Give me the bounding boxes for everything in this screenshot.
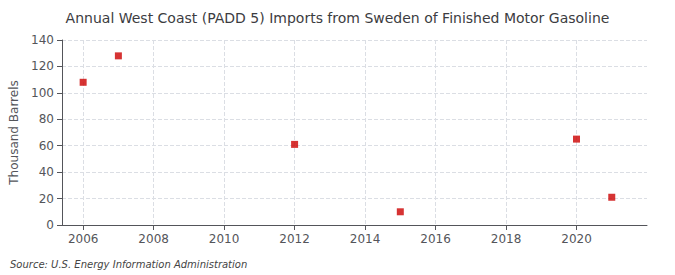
- svg-text:2020: 2020: [561, 232, 592, 246]
- svg-text:2018: 2018: [491, 232, 522, 246]
- svg-text:Annual West Coast (PADD 5) Imp: Annual West Coast (PADD 5) Imports from …: [66, 10, 610, 26]
- svg-text:80: 80: [39, 112, 54, 126]
- svg-text:40: 40: [39, 165, 54, 179]
- svg-text:2006: 2006: [68, 232, 99, 246]
- svg-text:0: 0: [46, 218, 54, 232]
- svg-text:2016: 2016: [420, 232, 451, 246]
- svg-text:20: 20: [39, 192, 54, 206]
- svg-text:2014: 2014: [350, 232, 381, 246]
- svg-text:2012: 2012: [279, 232, 310, 246]
- svg-text:100: 100: [31, 86, 54, 100]
- svg-text:2010: 2010: [209, 232, 240, 246]
- svg-text:Thousand Barrels: Thousand Barrels: [7, 80, 21, 185]
- svg-text:60: 60: [39, 139, 54, 153]
- svg-text:120: 120: [31, 59, 54, 73]
- svg-text:140: 140: [31, 33, 54, 47]
- svg-text:Source: U.S. Energy Informatio: Source: U.S. Energy Information Administ…: [10, 259, 247, 270]
- svg-text:2008: 2008: [138, 232, 169, 246]
